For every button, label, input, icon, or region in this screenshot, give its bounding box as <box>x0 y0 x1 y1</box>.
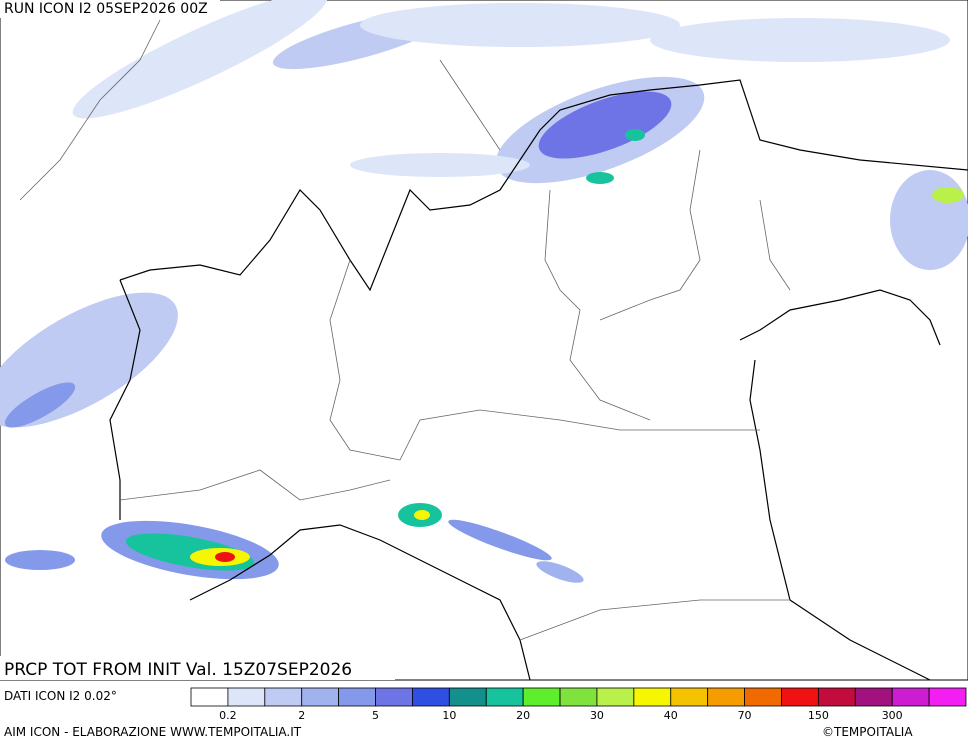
colorbar-label: 300 <box>882 709 903 722</box>
copyright: ©TEMPOITALIA <box>822 725 913 739</box>
colorbar-box <box>707 687 745 707</box>
colorbar-box <box>744 687 782 707</box>
region-borders <box>19 19 791 641</box>
credit: AIM ICON - ELABORAZIONE WWW.TEMPOITALIA.… <box>4 725 302 739</box>
colorbar-label: 2 <box>298 709 305 722</box>
colorbar-box <box>522 687 561 707</box>
colorbar-box <box>559 687 598 707</box>
colorbar-label: 30 <box>590 709 604 722</box>
colorbar-box <box>448 687 487 707</box>
title-box <box>0 656 395 680</box>
colorbar-box <box>190 687 229 707</box>
colorbar-box <box>596 687 635 707</box>
colorbar-label: 5 <box>372 709 379 722</box>
colorbar-label: 10 <box>442 709 456 722</box>
colorbar-box <box>854 687 893 707</box>
colorbar-box <box>633 687 672 707</box>
colorbar-box <box>264 687 303 707</box>
colorbar-label: 40 <box>664 709 678 722</box>
colorbar-box <box>485 687 524 707</box>
coastline <box>109 79 968 681</box>
colorbar-box <box>412 687 450 707</box>
colorbar-box <box>227 687 266 707</box>
colorbar-box <box>375 687 413 707</box>
colorbar-box <box>781 687 819 707</box>
colorbar-box <box>891 687 930 707</box>
colorbar-box <box>670 687 709 707</box>
colorbar-box <box>301 687 340 707</box>
run-header: RUN ICON I2 05SEP2026 00Z <box>4 1 208 17</box>
header-box <box>0 0 220 18</box>
colorbar-label: 0.2 <box>219 709 237 722</box>
resolution-note: DATI ICON I2 0.02° <box>4 689 117 703</box>
colorbar-box <box>928 687 967 707</box>
colorbar-box <box>817 687 856 707</box>
colorbar: 0.2 2 5 10 20 30 40 70 150 300 <box>190 687 967 722</box>
colorbar-box <box>338 687 376 707</box>
colorbar-label: 150 <box>808 709 829 722</box>
colorbar-label: 70 <box>738 709 752 722</box>
map-title: PRCP TOT FROM INIT Val. 15Z07SEP2026 <box>4 660 352 680</box>
precipitation <box>0 0 968 583</box>
colorbar-label: 20 <box>516 709 530 722</box>
